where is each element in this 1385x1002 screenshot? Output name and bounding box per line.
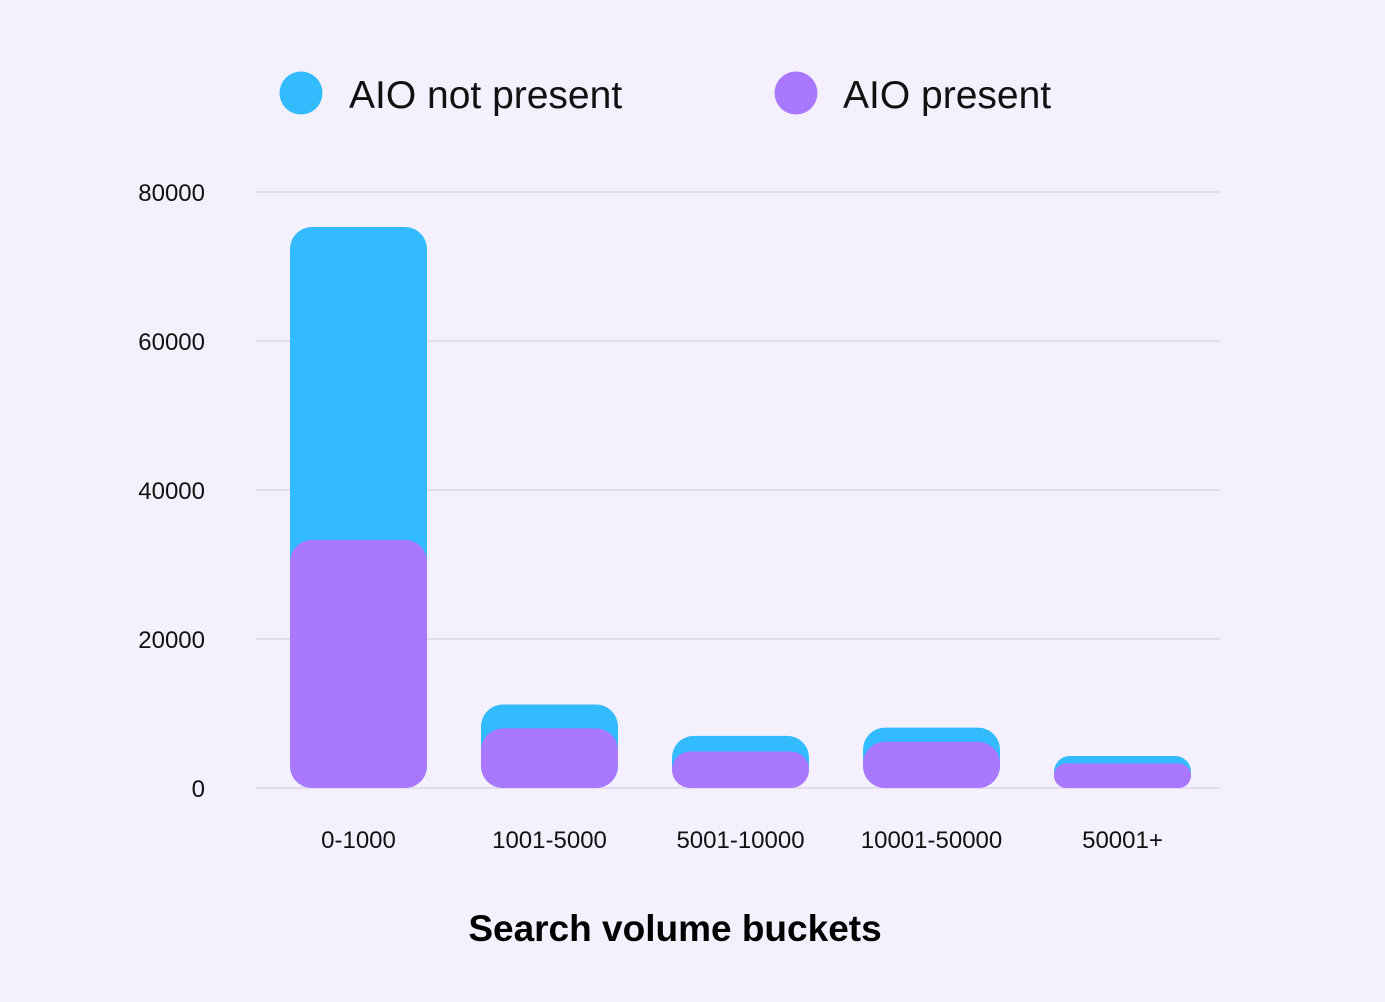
y-tick-label: 80000 bbox=[138, 180, 205, 207]
x-tick-label: 10001-50000 bbox=[861, 827, 1002, 854]
x-tick-label: 0-1000 bbox=[321, 827, 396, 854]
legend-label: AIO not present bbox=[349, 74, 622, 117]
y-tick-label: 0 bbox=[192, 776, 205, 803]
legend-marker bbox=[279, 71, 323, 115]
bar-aio-present bbox=[672, 751, 809, 788]
bar-aio-present bbox=[1054, 763, 1191, 788]
x-tick-label: 1001-5000 bbox=[492, 827, 607, 854]
y-tick-label: 40000 bbox=[138, 478, 205, 505]
legend-label: AIO present bbox=[843, 74, 1051, 117]
legend-marker bbox=[774, 71, 818, 115]
x-axis-label: Search volume buckets bbox=[468, 908, 881, 949]
bar-aio-present bbox=[481, 728, 618, 788]
bar-aio-present bbox=[290, 539, 427, 788]
x-tick-label: 5001-10000 bbox=[676, 827, 804, 854]
y-tick-label: 20000 bbox=[138, 627, 205, 654]
y-tick-label: 60000 bbox=[138, 329, 205, 356]
x-tick-label: 50001+ bbox=[1082, 827, 1163, 854]
bar-aio-present bbox=[863, 741, 1000, 788]
